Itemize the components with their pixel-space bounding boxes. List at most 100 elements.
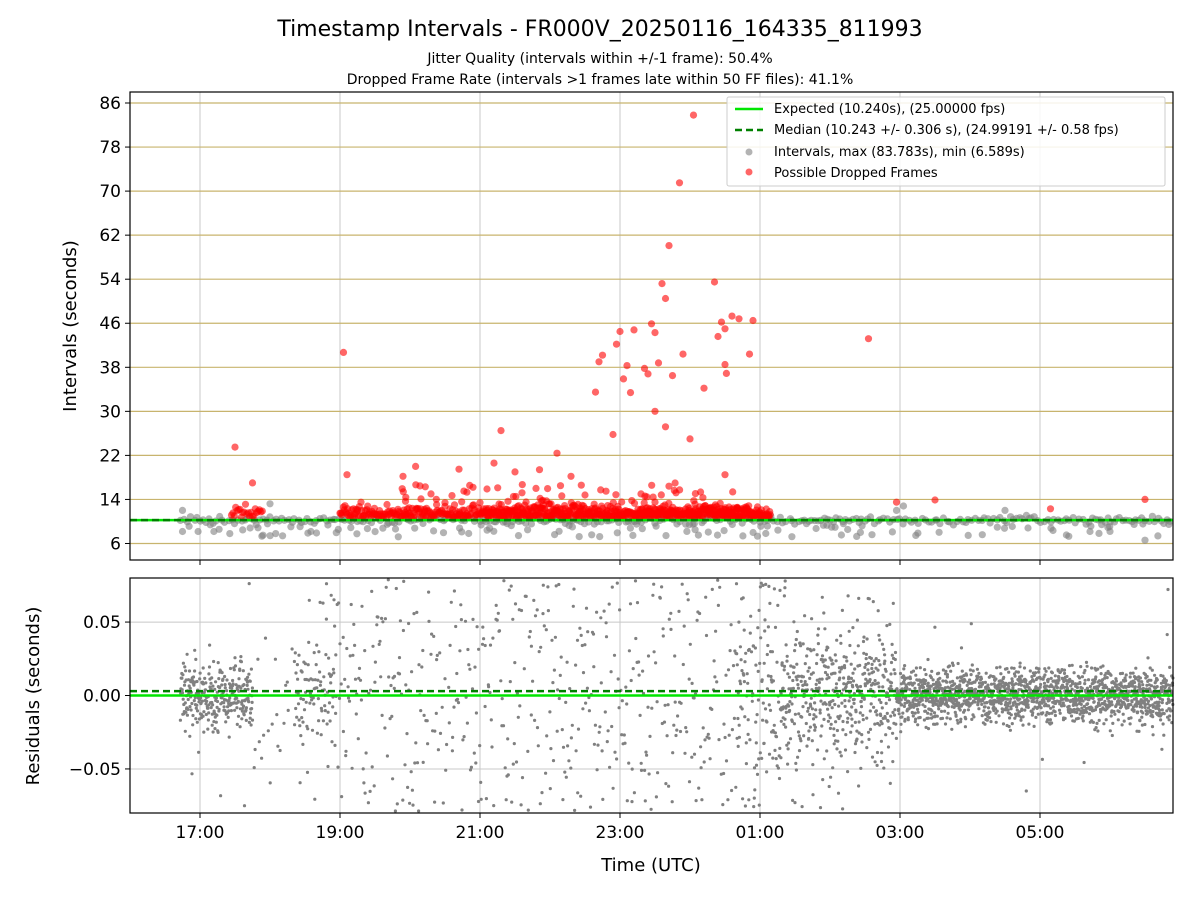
residual-point <box>930 709 934 713</box>
residual-point <box>526 808 530 812</box>
interval-point <box>568 523 577 531</box>
intervals-y-tick-label: 6 <box>110 534 121 554</box>
residual-point <box>1146 706 1150 710</box>
residual-point <box>783 586 787 590</box>
residual-point <box>472 751 476 755</box>
residual-point <box>600 749 604 753</box>
residual-point <box>1077 708 1081 712</box>
residual-point <box>467 663 471 667</box>
residual-point <box>1167 718 1171 722</box>
residual-point <box>568 687 572 691</box>
residual-point <box>669 611 673 615</box>
residual-point <box>319 680 323 684</box>
dropped-frame-point <box>412 481 420 489</box>
residual-point <box>700 798 704 802</box>
residual-point <box>238 707 242 711</box>
residual-point <box>695 618 699 622</box>
residual-point <box>322 675 326 679</box>
residual-point <box>1038 685 1042 689</box>
residual-point <box>1141 683 1145 687</box>
residual-point <box>875 750 880 755</box>
dropped-frame-point <box>417 495 425 503</box>
residual-point <box>1010 722 1014 726</box>
residual-point <box>1126 698 1130 703</box>
residual-point <box>329 681 333 685</box>
interval-point <box>596 533 604 541</box>
residual-point <box>796 755 800 759</box>
legend-intervals-marker <box>745 148 753 156</box>
residual-point <box>970 717 974 722</box>
residual-point <box>806 669 810 673</box>
interval-point <box>993 523 1001 531</box>
residual-point <box>370 589 374 594</box>
residual-point <box>775 660 779 664</box>
residual-point <box>828 716 832 720</box>
residual-point <box>880 642 885 646</box>
residual-point <box>835 728 840 733</box>
residual-point <box>951 663 955 668</box>
residual-point <box>841 807 845 811</box>
residual-point <box>877 659 881 663</box>
residual-point <box>729 623 733 627</box>
residual-point <box>783 579 787 583</box>
interval-point <box>694 531 703 539</box>
residual-point <box>1140 715 1144 719</box>
residual-point <box>851 679 856 683</box>
residual-point <box>1155 685 1159 689</box>
residual-point <box>1044 713 1048 717</box>
residual-point <box>1075 703 1079 707</box>
dropped-frame-point <box>710 278 719 286</box>
residual-point <box>203 688 208 692</box>
interval-point <box>527 520 536 528</box>
residual-point <box>524 594 528 599</box>
dropped-frame-point <box>654 359 663 367</box>
legend-dropped-marker <box>745 168 753 176</box>
residual-point <box>351 653 355 657</box>
dropped-frame-point <box>574 500 582 508</box>
residual-point <box>879 739 884 743</box>
residual-point <box>903 664 907 668</box>
residual-point <box>239 686 243 690</box>
dropped-frame-point <box>364 502 372 510</box>
residual-point <box>1140 680 1144 684</box>
residual-point <box>757 803 761 807</box>
residual-point <box>544 771 548 775</box>
residual-point <box>1137 700 1141 704</box>
residual-point <box>411 803 415 807</box>
interval-point <box>411 524 419 532</box>
dropped-frame-point <box>485 505 493 513</box>
residual-point <box>914 717 918 721</box>
residual-point <box>403 763 407 767</box>
residual-point <box>552 668 557 672</box>
residual-point <box>1085 664 1089 668</box>
residual-point <box>824 665 828 669</box>
residual-point <box>323 704 327 708</box>
residual-point <box>650 706 654 710</box>
residual-point <box>1136 710 1140 714</box>
residual-point <box>229 709 233 713</box>
residual-point <box>318 600 322 605</box>
residual-point <box>752 796 756 800</box>
residual-point <box>1005 667 1009 671</box>
legend-intervals-label: Intervals, max (83.783s), min (6.589s) <box>774 145 1025 160</box>
residual-point <box>800 805 804 809</box>
residual-point <box>182 683 187 687</box>
residual-point <box>888 726 892 731</box>
residual-point <box>989 720 993 724</box>
time-x-ticks: 17:00 19:00 21:00 23:00 01:00 03:00 05:00 <box>176 560 1065 843</box>
residual-point <box>968 668 973 672</box>
residual-point <box>303 662 307 666</box>
residual-point <box>857 720 861 724</box>
residual-point <box>1143 722 1147 727</box>
interval-point <box>844 525 852 534</box>
residual-point <box>876 668 880 672</box>
residual-point <box>468 667 472 671</box>
chart-title: Timestamp Intervals - FR000V_20250116_16… <box>276 17 922 42</box>
residual-point <box>786 747 790 751</box>
residual-point <box>198 671 202 675</box>
residual-point <box>933 625 937 629</box>
residual-point <box>536 744 540 748</box>
residual-point <box>730 728 735 732</box>
residual-point <box>1018 665 1022 669</box>
residual-point <box>671 751 675 755</box>
